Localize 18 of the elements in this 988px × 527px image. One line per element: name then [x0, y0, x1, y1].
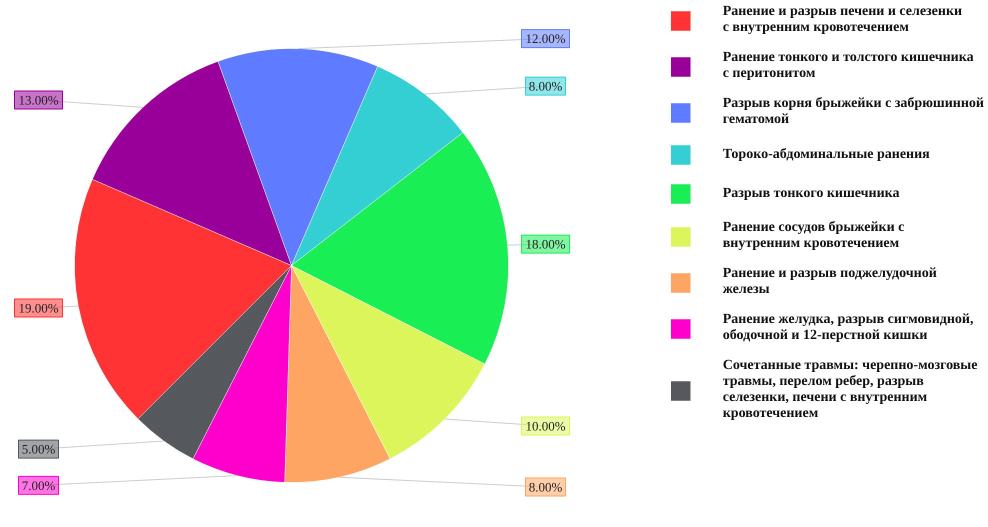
legend-label: Разрыв корня брыжейки с забрюшинной гематомой [722, 96, 984, 128]
legend-label: Ранение тонкого и толстого кишечника с перитонитом [722, 50, 974, 82]
legend-label: Ранение и разрыв поджелудочной железы [722, 266, 937, 298]
legend-label: Сочетанные травмы: черепно-мозговые травмы, перелом ребер, разрыв селезенки, печени с внутренним кровотечением [722, 358, 978, 422]
data-label: 8.00% [528, 78, 562, 94]
data-label: 19.00% [18, 300, 59, 316]
legend-label: Разрыв тонкого кишечника [722, 186, 900, 202]
data-label: 10.00% [525, 418, 566, 434]
data-label: 8.00% [528, 480, 562, 495]
data-label: 7.00% [22, 478, 56, 493]
legend-label: Ранение сосудов брыжейки с внутренним кровотечением [722, 220, 904, 252]
legend-label: Ранение желудка, разрыв сигмовидной, ободочной и 12-перстной кишки [722, 312, 974, 344]
legend-label: Ранение и разрыв печени и селезенки с внутренним кровотечением [722, 4, 962, 36]
data-label: 12.00% [525, 31, 566, 46]
data-label: 18.00% [525, 236, 566, 252]
legend-label: Тороко-абдоминальные ранения [722, 146, 930, 162]
data-label: 5.00% [22, 442, 56, 457]
data-label: 13.00% [18, 92, 59, 108]
